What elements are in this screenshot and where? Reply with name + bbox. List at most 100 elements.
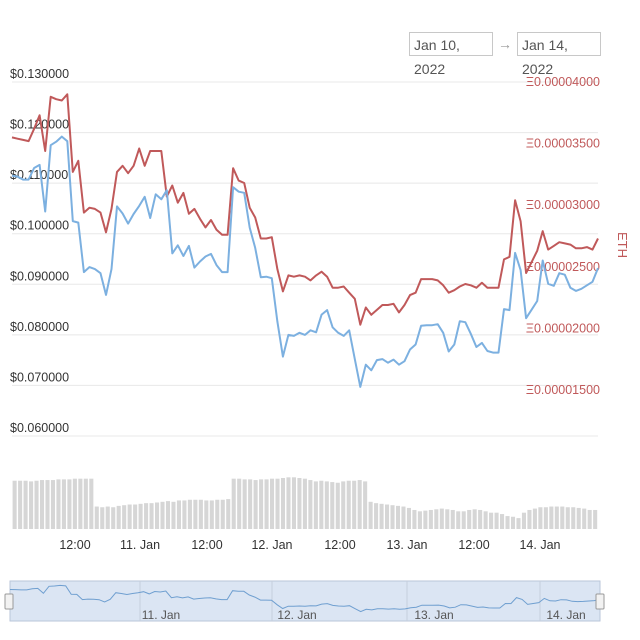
volume-bar xyxy=(450,509,455,529)
volume-bar xyxy=(500,514,505,529)
volume-bar xyxy=(127,504,132,529)
navigator-window[interactable] xyxy=(9,580,601,622)
volume-bar xyxy=(56,479,61,529)
volume-bar xyxy=(100,507,105,529)
volume-bar xyxy=(176,500,181,529)
volume-bar xyxy=(395,505,401,529)
volume-bar xyxy=(270,478,275,529)
volume-bar xyxy=(538,507,543,529)
navigator-left-handle[interactable] xyxy=(4,593,14,610)
volume-bar xyxy=(50,480,56,529)
volume-bar xyxy=(461,511,466,529)
y-right-tick-label: Ξ0.00004000 xyxy=(526,75,600,89)
volume-bar xyxy=(571,507,576,529)
volume-bar xyxy=(165,501,171,529)
volume-bar xyxy=(297,478,302,529)
volume-bar xyxy=(527,509,532,529)
volume-bar xyxy=(593,509,598,529)
volume-bar xyxy=(61,479,66,529)
navigator-right-handle[interactable] xyxy=(595,593,605,610)
volume-bar xyxy=(18,480,23,529)
date-to-input[interactable]: Jan 14, 2022 xyxy=(517,32,601,77)
x-tick-label: 14. Jan xyxy=(519,538,560,552)
x-tick-label: 13. Jan xyxy=(386,538,427,552)
volume-bar xyxy=(401,506,406,529)
volume-bar xyxy=(587,509,592,529)
x-tick-label: 12:00 xyxy=(59,538,90,552)
volume-bar xyxy=(23,480,28,529)
volume-bar xyxy=(111,507,116,529)
y-right-tick-label: Ξ0.00003000 xyxy=(526,198,600,212)
volume-bar xyxy=(215,499,220,529)
volume-bar xyxy=(29,481,34,529)
volume-bar xyxy=(582,508,587,529)
volume-bar xyxy=(390,505,395,529)
volume-bar xyxy=(554,506,559,529)
volume-bar xyxy=(209,500,214,529)
volume-bar xyxy=(352,480,357,529)
y-left-tick-label: $0.080000 xyxy=(10,320,69,334)
volume-bar xyxy=(510,516,516,529)
volume-bar xyxy=(417,511,422,529)
y-left-tick-label: $0.090000 xyxy=(10,269,69,283)
y-right-tick-label: Ξ0.00002000 xyxy=(526,321,600,335)
volume-bar xyxy=(467,509,472,529)
volume-bar xyxy=(138,503,143,529)
volume-bar xyxy=(439,508,444,529)
volume-bar xyxy=(357,480,362,529)
y-left-tick-label: $0.120000 xyxy=(10,118,69,132)
volume-bar xyxy=(478,509,483,529)
usd-price-line xyxy=(11,135,599,388)
volume-bar xyxy=(308,480,313,529)
x-tick-label: 12. Jan xyxy=(251,538,292,552)
volume-bar xyxy=(379,503,384,529)
volume-bar xyxy=(39,480,45,529)
y-left-tick-label: $0.100000 xyxy=(10,219,69,233)
volume-bar xyxy=(291,477,296,529)
volume-bar xyxy=(198,499,203,529)
navigator-label: 12. Jan xyxy=(277,608,316,622)
volume-bar xyxy=(264,479,269,529)
volume-bar xyxy=(149,503,154,529)
volume-bar xyxy=(445,509,450,529)
volume-bar xyxy=(423,510,428,529)
volume-bar xyxy=(237,478,242,529)
volume-bar xyxy=(489,512,494,529)
y-left-tick-label: $0.130000 xyxy=(10,67,69,81)
volume-bar xyxy=(182,500,187,529)
volume-bar xyxy=(105,506,110,529)
volume-bar xyxy=(456,511,461,529)
volume-bar xyxy=(434,509,439,529)
volume-bar xyxy=(341,481,346,529)
volume-bar xyxy=(368,501,373,529)
navigator-label: 13. Jan xyxy=(414,608,453,622)
volume-bar xyxy=(259,479,264,529)
navigator-label: 14. Jan xyxy=(546,608,585,622)
x-tick-label: 12:00 xyxy=(324,538,355,552)
x-tick-label: 11. Jan xyxy=(120,538,160,552)
volume-bar xyxy=(226,499,231,529)
volume-bar xyxy=(363,481,368,529)
volume-bar xyxy=(483,511,488,529)
volume-bar xyxy=(67,479,72,529)
volume-bar xyxy=(253,480,258,529)
volume-bar xyxy=(560,506,565,529)
volume-bar xyxy=(133,504,138,529)
volume-bar xyxy=(12,480,17,529)
volume-bar xyxy=(543,507,548,529)
volume-bar xyxy=(335,482,340,529)
y-right-tick-label: Ξ0.00002500 xyxy=(526,260,600,274)
volume-bar xyxy=(220,499,225,529)
navigator-series-line xyxy=(9,584,601,613)
navigator-label: 11. Jan xyxy=(142,608,180,622)
volume-bar xyxy=(116,505,121,529)
volume-bar xyxy=(505,516,510,529)
volume-bar xyxy=(494,512,499,529)
volume-bar xyxy=(231,478,236,529)
volume-bar xyxy=(171,501,176,529)
volume-bar xyxy=(576,507,581,529)
date-from-input[interactable]: Jan 10, 2022 xyxy=(409,32,493,77)
volume-bar xyxy=(78,478,83,529)
volume-bar xyxy=(72,478,77,529)
